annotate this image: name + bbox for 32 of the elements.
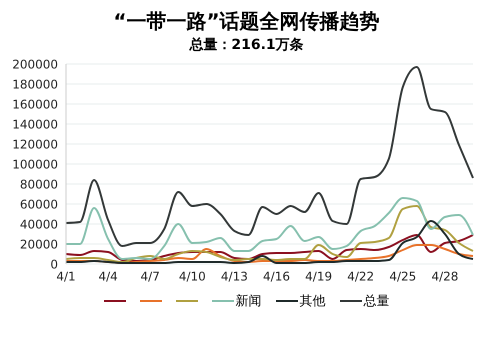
x-tick-label: 4/28 xyxy=(431,270,458,284)
y-tick-label: 0 xyxy=(50,257,58,272)
line-series xyxy=(65,244,474,264)
chart-title: “一带一路”话题全网传播趋势 xyxy=(112,8,381,34)
y-tick-label: 180000 xyxy=(12,77,58,92)
x-tick-label: 4/7 xyxy=(140,270,160,284)
y-tick-label: 20000 xyxy=(20,237,58,252)
y-tick-label: 140000 xyxy=(12,117,58,132)
x-tick-label: 4/1 xyxy=(56,270,76,284)
line-series xyxy=(65,66,474,247)
x-tick-label: 4/25 xyxy=(389,270,416,284)
y-tick-label: 60000 xyxy=(20,197,58,212)
x-tick-label: 4/16 xyxy=(263,270,290,284)
legend-label: 其他 xyxy=(300,293,326,310)
y-tick-label: 160000 xyxy=(12,97,58,112)
line-series xyxy=(65,197,474,260)
y-tick-label: 200000 xyxy=(12,57,58,72)
line-series xyxy=(65,205,474,263)
y-tick-label: 100000 xyxy=(12,157,58,172)
x-tick-label: 4/10 xyxy=(178,270,206,284)
y-tick-label: 40000 xyxy=(20,217,58,232)
x-tick-label: 4/19 xyxy=(305,270,332,284)
line-series xyxy=(65,234,474,262)
legend-label: 新闻 xyxy=(236,293,262,310)
legend-label: 总量 xyxy=(364,293,390,310)
y-tick-label: 80000 xyxy=(20,177,58,192)
line-series xyxy=(65,220,474,264)
x-tick-label: 4/22 xyxy=(347,270,374,284)
y-tick-label: 120000 xyxy=(12,137,58,152)
chart-subtitle: 总量：216.1万条 xyxy=(188,36,305,55)
x-tick-label: 4/13 xyxy=(220,270,248,284)
x-tick-label: 4/4 xyxy=(98,270,118,284)
